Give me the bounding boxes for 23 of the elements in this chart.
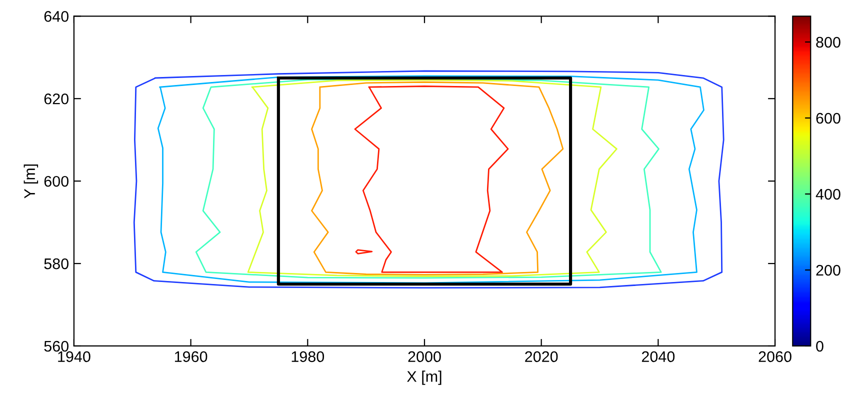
y-tick-label: 640 (44, 11, 68, 22)
y-tick-label: 600 (44, 176, 68, 187)
x-tick-label: 2060 (758, 351, 792, 362)
x-axis-title: X [m] (407, 370, 442, 385)
line-series (354, 86, 509, 273)
color-bar-label: 200 (816, 264, 840, 276)
y-tick-label: 620 (44, 93, 68, 104)
y-tick-label: 560 (44, 340, 68, 352)
color-bar-label: 0 (816, 340, 824, 352)
x-tick-label: 1980 (292, 351, 324, 362)
line-series (247, 79, 618, 278)
x-tick-label: 2040 (642, 351, 675, 362)
x-tick-label: 2020 (525, 351, 558, 362)
color-bar-label: 600 (816, 112, 840, 124)
line-series (195, 78, 662, 279)
x-tick-label: 1940 (58, 351, 90, 362)
y-tick-label: 580 (44, 258, 68, 270)
x-tick-label: 2000 (408, 351, 441, 362)
line-series (311, 81, 564, 276)
x-tick-label: 1960 (174, 351, 208, 362)
y-axis-title: Y [m] (24, 164, 38, 198)
color-bar-label: 800 (816, 36, 840, 48)
color-bar-label: 400 (816, 188, 840, 200)
